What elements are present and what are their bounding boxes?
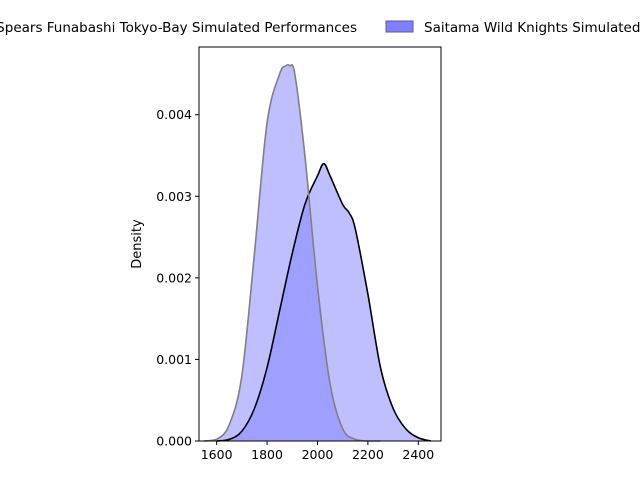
x-tick-label: 1600 <box>201 447 233 462</box>
x-axis: 1600 1800 2000 2200 2400 <box>201 441 434 462</box>
x-tick-label: 2400 <box>402 447 434 462</box>
legend-label-1: Chiba Jets Spears Funabashi Tokyo-Bay Si… <box>0 20 357 36</box>
legend-label-2: Saitama Wild Knights Simulated Performan… <box>424 20 640 36</box>
series-fills <box>204 64 431 442</box>
y-tick-label: 0.000 <box>156 434 192 449</box>
y-tick-label: 0.003 <box>156 189 192 204</box>
series-1-line <box>216 162 432 442</box>
y-axis: 0.000 0.001 0.002 0.003 0.004 <box>156 107 199 449</box>
x-tick-label: 1800 <box>251 447 283 462</box>
y-tick-label: 0.004 <box>156 107 192 122</box>
legend: Chiba Jets Spears Funabashi Tokyo-Bay Si… <box>0 20 640 36</box>
plot-frame <box>198 46 442 442</box>
legend-swatch-2 <box>385 20 414 33</box>
x-tick-label: 2000 <box>302 447 334 462</box>
series-lines <box>203 63 432 442</box>
series-2-line <box>203 63 381 442</box>
y-tick-label: 0.001 <box>156 352 192 367</box>
y-axis-label: Density <box>130 219 145 269</box>
x-tick-label: 2200 <box>352 447 384 462</box>
y-tick-label: 0.002 <box>156 270 192 285</box>
